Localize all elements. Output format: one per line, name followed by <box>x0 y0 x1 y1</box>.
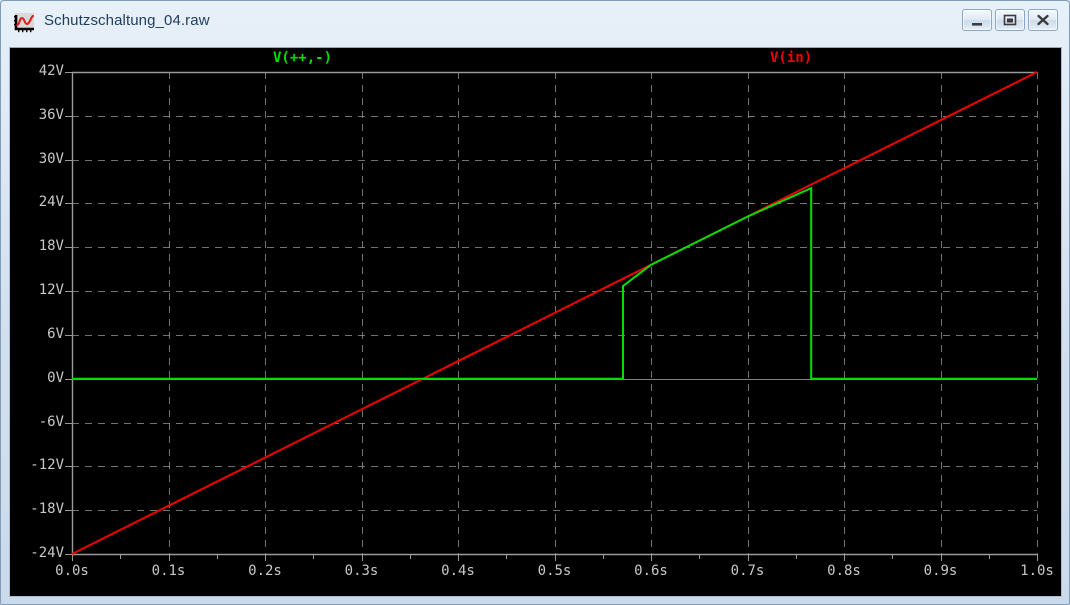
legend-label-v-in[interactable]: V(in) <box>770 50 813 66</box>
maximize-button[interactable] <box>995 9 1025 31</box>
y-tick-label: 18V <box>38 238 64 255</box>
legend-label-v-plus-minus[interactable]: V(++,-) <box>273 50 333 66</box>
x-tick-label: 0.1s <box>151 563 186 579</box>
y-tick-label: -24V <box>30 545 64 561</box>
x-tick-label: 0.9s <box>923 563 958 579</box>
y-tick-label: 0V <box>47 369 64 386</box>
y-tick-label: 6V <box>47 325 64 342</box>
y-tick-label: -12V <box>30 457 64 474</box>
x-tick-label: 0.4s <box>441 563 475 579</box>
x-tick-label: 0.8s <box>827 563 861 579</box>
y-tick-label: 24V <box>38 194 64 211</box>
restore-icon <box>1003 14 1017 26</box>
waveform-icon <box>13 12 35 34</box>
waveform-plot-panel[interactable]: V(++,-) V(in) 42V 36V 30V 24V 18V 12V 6V 0V -6V -… <box>9 47 1062 597</box>
minimize-icon <box>972 23 982 26</box>
x-tick-label: 0.2s <box>248 563 282 579</box>
y-tick-label: 12V <box>38 282 64 299</box>
x-tick-label: 0.3s <box>344 563 379 579</box>
plot-grid-and-traces <box>65 71 1038 561</box>
x-tick-label: 0.5s <box>537 563 572 579</box>
y-tick-label: -6V <box>38 413 64 430</box>
x-tick-label: 0.7s <box>730 563 765 579</box>
x-tick-label: 0.0s <box>55 563 89 579</box>
close-button[interactable] <box>1028 9 1058 31</box>
y-tick-label: 30V <box>38 150 64 167</box>
y-tick-label: 42V <box>38 63 64 79</box>
window-title: Schutzschaltung_04.raw <box>44 12 210 29</box>
y-tick-label: -18V <box>30 501 64 518</box>
y-tick-label: 36V <box>38 106 64 123</box>
minimize-button[interactable] <box>962 9 992 31</box>
close-icon <box>1037 14 1049 26</box>
x-tick-label: 1.0s <box>1020 563 1054 579</box>
title-bar[interactable]: Schutzschaltung_04.raw <box>1 1 1069 44</box>
x-tick-label: 0.6s <box>634 563 668 579</box>
